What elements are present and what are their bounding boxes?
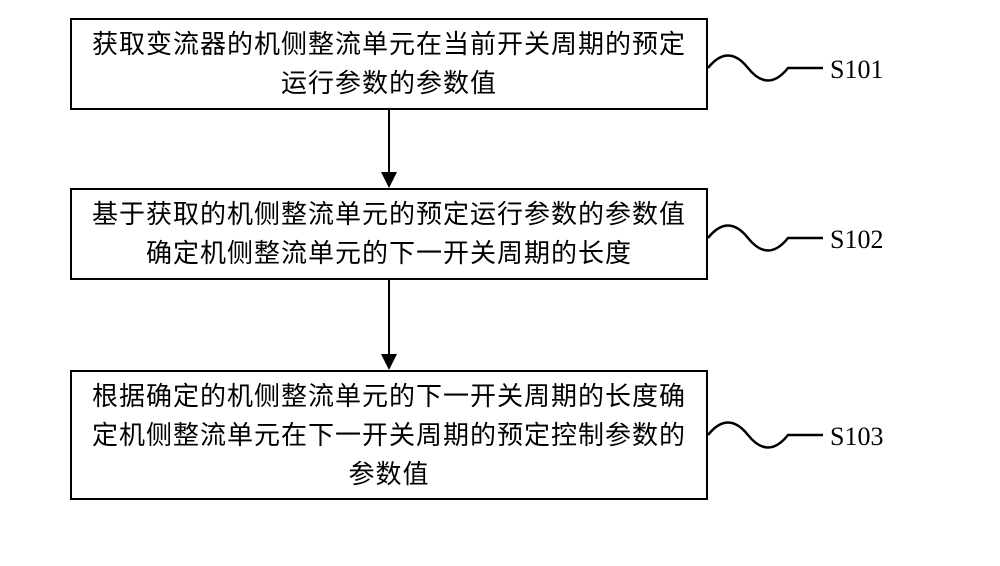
flow-step-s101-line2: 运行参数的参数值 bbox=[281, 69, 497, 98]
flow-step-s103-line1: 根据确定的机侧整流单元的下一开关周期的长度确 bbox=[92, 382, 686, 411]
arrow-s102-s103-line bbox=[388, 280, 390, 354]
flow-step-s103: 根据确定的机侧整流单元的下一开关周期的长度确 定机侧整流单元在下一开关周期的预定… bbox=[70, 370, 708, 500]
flow-step-s101-text: 获取变流器的机侧整流单元在当前开关周期的预定 运行参数的参数值 bbox=[92, 25, 686, 103]
step-label-s102: S102 bbox=[830, 225, 883, 255]
flow-step-s103-text: 根据确定的机侧整流单元的下一开关周期的长度确 定机侧整流单元在下一开关周期的预定… bbox=[92, 377, 686, 494]
flow-step-s101-line1: 获取变流器的机侧整流单元在当前开关周期的预定 bbox=[92, 30, 686, 59]
flow-step-s102-line2: 确定机侧整流单元的下一开关周期的长度 bbox=[146, 239, 632, 268]
flow-step-s102: 基于获取的机侧整流单元的预定运行参数的参数值 确定机侧整流单元的下一开关周期的长… bbox=[70, 188, 708, 280]
flow-step-s103-line2: 定机侧整流单元在下一开关周期的预定控制参数的 bbox=[92, 421, 686, 450]
connector-squiggle-s101 bbox=[708, 48, 828, 98]
arrow-s101-s102-head bbox=[381, 172, 397, 188]
flow-step-s103-line3: 参数值 bbox=[348, 460, 429, 489]
flow-step-s101: 获取变流器的机侧整流单元在当前开关周期的预定 运行参数的参数值 bbox=[70, 18, 708, 110]
connector-squiggle-s102 bbox=[708, 218, 828, 268]
flow-step-s102-text: 基于获取的机侧整流单元的预定运行参数的参数值 确定机侧整流单元的下一开关周期的长… bbox=[92, 195, 686, 273]
flow-step-s102-line1: 基于获取的机侧整流单元的预定运行参数的参数值 bbox=[92, 200, 686, 229]
step-label-s101: S101 bbox=[830, 55, 883, 85]
arrow-s101-s102-line bbox=[388, 110, 390, 172]
step-label-s103: S103 bbox=[830, 422, 883, 452]
arrow-s102-s103-head bbox=[381, 354, 397, 370]
connector-squiggle-s103 bbox=[708, 415, 828, 465]
